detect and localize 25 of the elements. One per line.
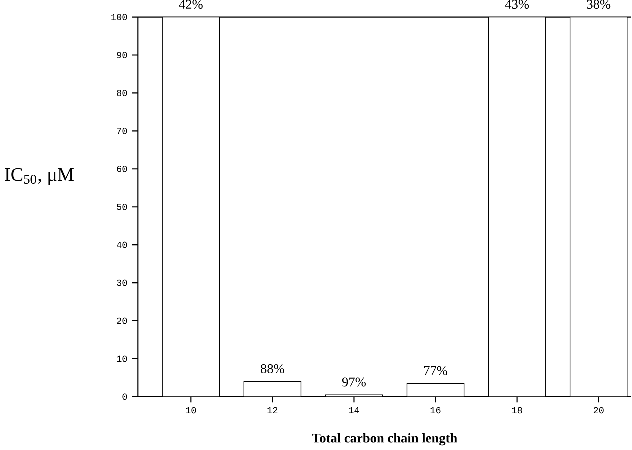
y-tick-label: 0	[122, 394, 128, 400]
y-tick-label: 60	[117, 166, 128, 172]
y-tick-label: 100	[112, 14, 128, 20]
annotation: 77%	[424, 366, 448, 376]
y-tick-label: 10	[117, 356, 128, 362]
x-tick-label: 10	[186, 407, 196, 414]
y-tick-label: 70	[117, 128, 128, 134]
y-tick-label: 50	[117, 204, 128, 210]
annotation: 42%	[179, 0, 203, 9]
y-tick-label: 20	[117, 318, 128, 324]
x-tick-label: 12	[268, 407, 278, 414]
y-tick-label: 90	[117, 52, 128, 58]
y-tick-label: 40	[117, 242, 128, 248]
annotation: 43%	[505, 0, 530, 9]
annotation: 88%	[260, 364, 284, 374]
x-tick-label: 14	[349, 407, 360, 414]
y-tick-label: 30	[117, 280, 128, 286]
y-axis-title: IC$_{50}$, μM	[5, 168, 74, 186]
x-tick-label: 20	[594, 407, 604, 414]
annotation: 97%	[342, 378, 366, 387]
x-tick-label: 16	[430, 407, 441, 414]
y-tick-label: 80	[117, 90, 128, 96]
x-axis-title: Total carbon chain length	[312, 433, 458, 446]
annotation: 38%	[587, 0, 611, 9]
x-tick-label: 18	[512, 407, 522, 414]
